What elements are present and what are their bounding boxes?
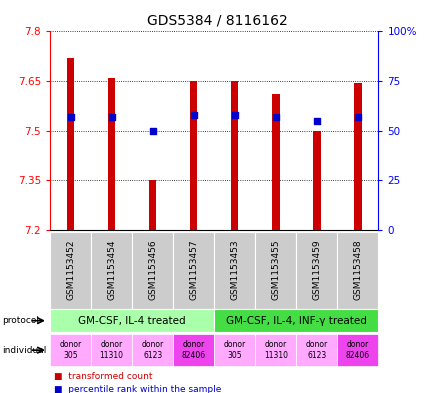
Bar: [272, 94, 279, 230]
Bar: [50, 334, 91, 366]
Bar: [214, 309, 378, 332]
Text: GSM1153452: GSM1153452: [66, 240, 75, 300]
Point: [231, 112, 238, 118]
Bar: [296, 334, 337, 366]
Point: [190, 112, 197, 118]
Bar: [353, 83, 361, 230]
Bar: [67, 58, 74, 230]
Bar: [108, 78, 115, 230]
Point: [272, 114, 279, 120]
Bar: [337, 334, 378, 366]
Bar: [214, 334, 255, 366]
Text: donor
11310: donor 11310: [99, 340, 123, 360]
Bar: [337, 232, 378, 309]
Bar: [50, 309, 214, 332]
Bar: [255, 334, 296, 366]
Point: [67, 114, 74, 120]
Bar: [148, 180, 156, 230]
Point: [149, 128, 156, 134]
Text: donor
305: donor 305: [59, 340, 82, 360]
Text: GM-CSF, IL-4 treated: GM-CSF, IL-4 treated: [78, 316, 185, 326]
Text: GSM1153456: GSM1153456: [148, 240, 157, 301]
Text: protocol: protocol: [2, 316, 39, 325]
Text: GSM1153458: GSM1153458: [352, 240, 362, 301]
Bar: [50, 232, 91, 309]
Bar: [91, 334, 132, 366]
Text: donor
6123: donor 6123: [305, 340, 327, 360]
Bar: [255, 232, 296, 309]
Point: [108, 114, 115, 120]
Text: GSM1153459: GSM1153459: [312, 240, 321, 301]
Text: GSM1153455: GSM1153455: [271, 240, 279, 301]
Point: [312, 118, 319, 124]
Text: GM-CSF, IL-4, INF-γ treated: GM-CSF, IL-4, INF-γ treated: [225, 316, 366, 326]
Bar: [132, 334, 173, 366]
Text: donor
82406: donor 82406: [345, 340, 369, 360]
Bar: [312, 131, 320, 230]
Text: GSM1153454: GSM1153454: [107, 240, 116, 300]
Bar: [230, 81, 238, 230]
Bar: [173, 334, 214, 366]
Bar: [296, 232, 337, 309]
Bar: [173, 232, 214, 309]
Text: donor
82406: donor 82406: [181, 340, 205, 360]
Point: [354, 114, 361, 120]
Text: donor
11310: donor 11310: [263, 340, 287, 360]
Bar: [91, 232, 132, 309]
Text: ■  transformed count: ■ transformed count: [54, 372, 152, 380]
Bar: [190, 81, 197, 230]
Text: GDS5384 / 8116162: GDS5384 / 8116162: [147, 14, 287, 28]
Text: GSM1153453: GSM1153453: [230, 240, 239, 301]
Text: ■  percentile rank within the sample: ■ percentile rank within the sample: [54, 385, 221, 393]
Text: donor
6123: donor 6123: [141, 340, 164, 360]
Bar: [214, 232, 255, 309]
Text: GSM1153457: GSM1153457: [189, 240, 198, 301]
Text: donor
305: donor 305: [223, 340, 245, 360]
Bar: [132, 232, 173, 309]
Text: individual: individual: [2, 346, 46, 354]
